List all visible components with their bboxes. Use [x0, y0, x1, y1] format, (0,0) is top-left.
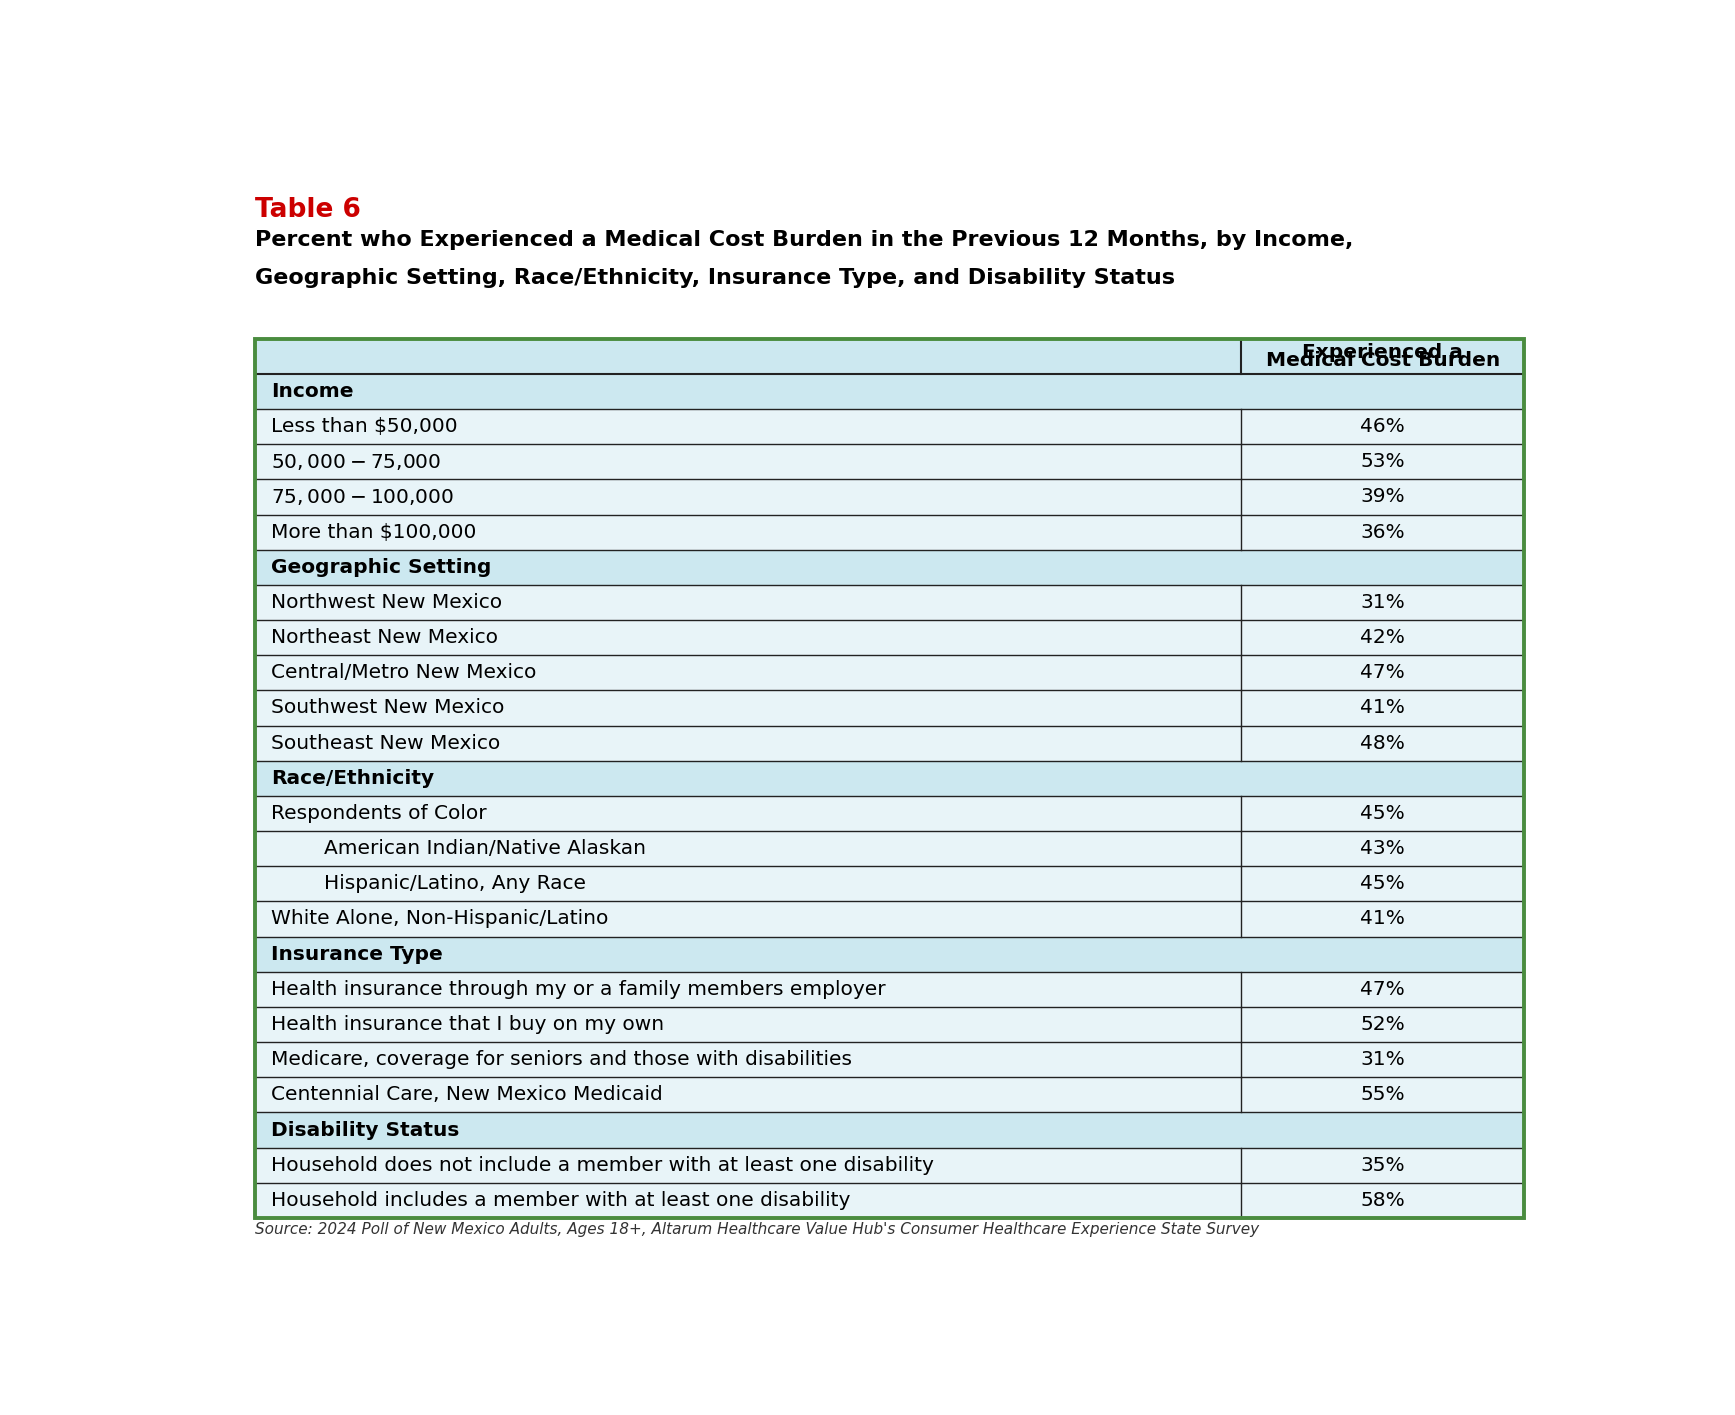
Text: Southeast New Mexico: Southeast New Mexico	[271, 733, 500, 753]
Bar	[255, 1112, 1523, 1148]
Text: 53%: 53%	[1360, 453, 1405, 471]
Bar	[255, 1007, 1523, 1041]
Text: Household includes a member with at least one disability: Household includes a member with at leas…	[271, 1191, 850, 1210]
Bar	[255, 620, 1523, 655]
Bar	[255, 761, 1523, 795]
Bar	[255, 655, 1523, 691]
Text: 41%: 41%	[1360, 699, 1405, 717]
Bar	[255, 691, 1523, 726]
Bar	[255, 549, 1523, 584]
Bar	[255, 444, 1523, 480]
Text: Centennial Care, New Mexico Medicaid: Centennial Care, New Mexico Medicaid	[271, 1085, 663, 1104]
Text: American Indian/Native Alaskan: American Indian/Native Alaskan	[324, 839, 647, 857]
Text: 48%: 48%	[1360, 733, 1405, 753]
Bar	[255, 937, 1523, 972]
Bar	[255, 374, 1523, 409]
Text: Disability Status: Disability Status	[271, 1121, 460, 1139]
Text: 55%: 55%	[1360, 1085, 1405, 1104]
Bar	[255, 480, 1523, 515]
Bar	[255, 795, 1523, 831]
Text: Health insurance that I buy on my own: Health insurance that I buy on my own	[271, 1015, 665, 1034]
Bar	[255, 1148, 1523, 1183]
Bar	[255, 584, 1523, 620]
Text: 46%: 46%	[1360, 417, 1405, 436]
Text: 47%: 47%	[1360, 979, 1405, 999]
Text: 35%: 35%	[1360, 1156, 1405, 1174]
Text: Experienced a: Experienced a	[1303, 342, 1463, 362]
Text: More than $100,000: More than $100,000	[271, 522, 475, 542]
Bar	[255, 1183, 1523, 1218]
Text: Household does not include a member with at least one disability: Household does not include a member with…	[271, 1156, 933, 1174]
Text: Central/Metro New Mexico: Central/Metro New Mexico	[271, 664, 536, 682]
Text: 45%: 45%	[1360, 874, 1405, 893]
Text: 58%: 58%	[1360, 1191, 1405, 1210]
Text: Source: 2024 Poll of New Mexico Adults, Ages 18+, Altarum Healthcare Value Hub's: Source: 2024 Poll of New Mexico Adults, …	[255, 1223, 1258, 1237]
Text: White Alone, Non-Hispanic/Latino: White Alone, Non-Hispanic/Latino	[271, 910, 607, 928]
Text: 47%: 47%	[1360, 664, 1405, 682]
Bar	[255, 901, 1523, 937]
Text: Hispanic/Latino, Any Race: Hispanic/Latino, Any Race	[324, 874, 586, 893]
Bar	[255, 866, 1523, 901]
Text: $75,000 - $100,000: $75,000 - $100,000	[271, 487, 453, 507]
Bar	[255, 338, 1523, 374]
Text: Southwest New Mexico: Southwest New Mexico	[271, 699, 505, 717]
Text: Geographic Setting, Race/Ethnicity, Insurance Type, and Disability Status: Geographic Setting, Race/Ethnicity, Insu…	[255, 267, 1175, 287]
Text: Medicare, coverage for seniors and those with disabilities: Medicare, coverage for seniors and those…	[271, 1050, 852, 1070]
Text: 43%: 43%	[1360, 839, 1405, 857]
Text: Geographic Setting: Geographic Setting	[271, 558, 491, 577]
Text: Income: Income	[271, 382, 354, 400]
Bar	[255, 1077, 1523, 1112]
Text: Insurance Type: Insurance Type	[271, 945, 442, 964]
Text: 52%: 52%	[1360, 1015, 1405, 1034]
Bar	[255, 515, 1523, 549]
Text: 41%: 41%	[1360, 910, 1405, 928]
Bar	[255, 409, 1523, 444]
Bar	[255, 972, 1523, 1007]
Text: Northwest New Mexico: Northwest New Mexico	[271, 593, 501, 611]
Text: Northeast New Mexico: Northeast New Mexico	[271, 628, 498, 647]
Text: Respondents of Color: Respondents of Color	[271, 804, 486, 824]
Text: 39%: 39%	[1360, 487, 1405, 507]
Text: $50,000 - $75,000: $50,000 - $75,000	[271, 451, 441, 471]
Bar	[255, 1041, 1523, 1077]
Text: 36%: 36%	[1360, 522, 1405, 542]
Text: 42%: 42%	[1360, 628, 1405, 647]
Text: Percent who Experienced a Medical Cost Burden in the Previous 12 Months, by Inco: Percent who Experienced a Medical Cost B…	[255, 229, 1353, 249]
Text: 31%: 31%	[1360, 1050, 1405, 1070]
Text: Less than $50,000: Less than $50,000	[271, 417, 458, 436]
Text: 45%: 45%	[1360, 804, 1405, 824]
Bar	[255, 831, 1523, 866]
Bar	[255, 726, 1523, 761]
Text: Race/Ethnicity: Race/Ethnicity	[271, 768, 434, 788]
Text: Medical Cost Burden: Medical Cost Burden	[1265, 351, 1499, 369]
Text: Table 6: Table 6	[255, 197, 361, 224]
Text: 31%: 31%	[1360, 593, 1405, 611]
Text: Health insurance through my or a family members employer: Health insurance through my or a family …	[271, 979, 885, 999]
Bar	[255, 338, 1523, 1218]
